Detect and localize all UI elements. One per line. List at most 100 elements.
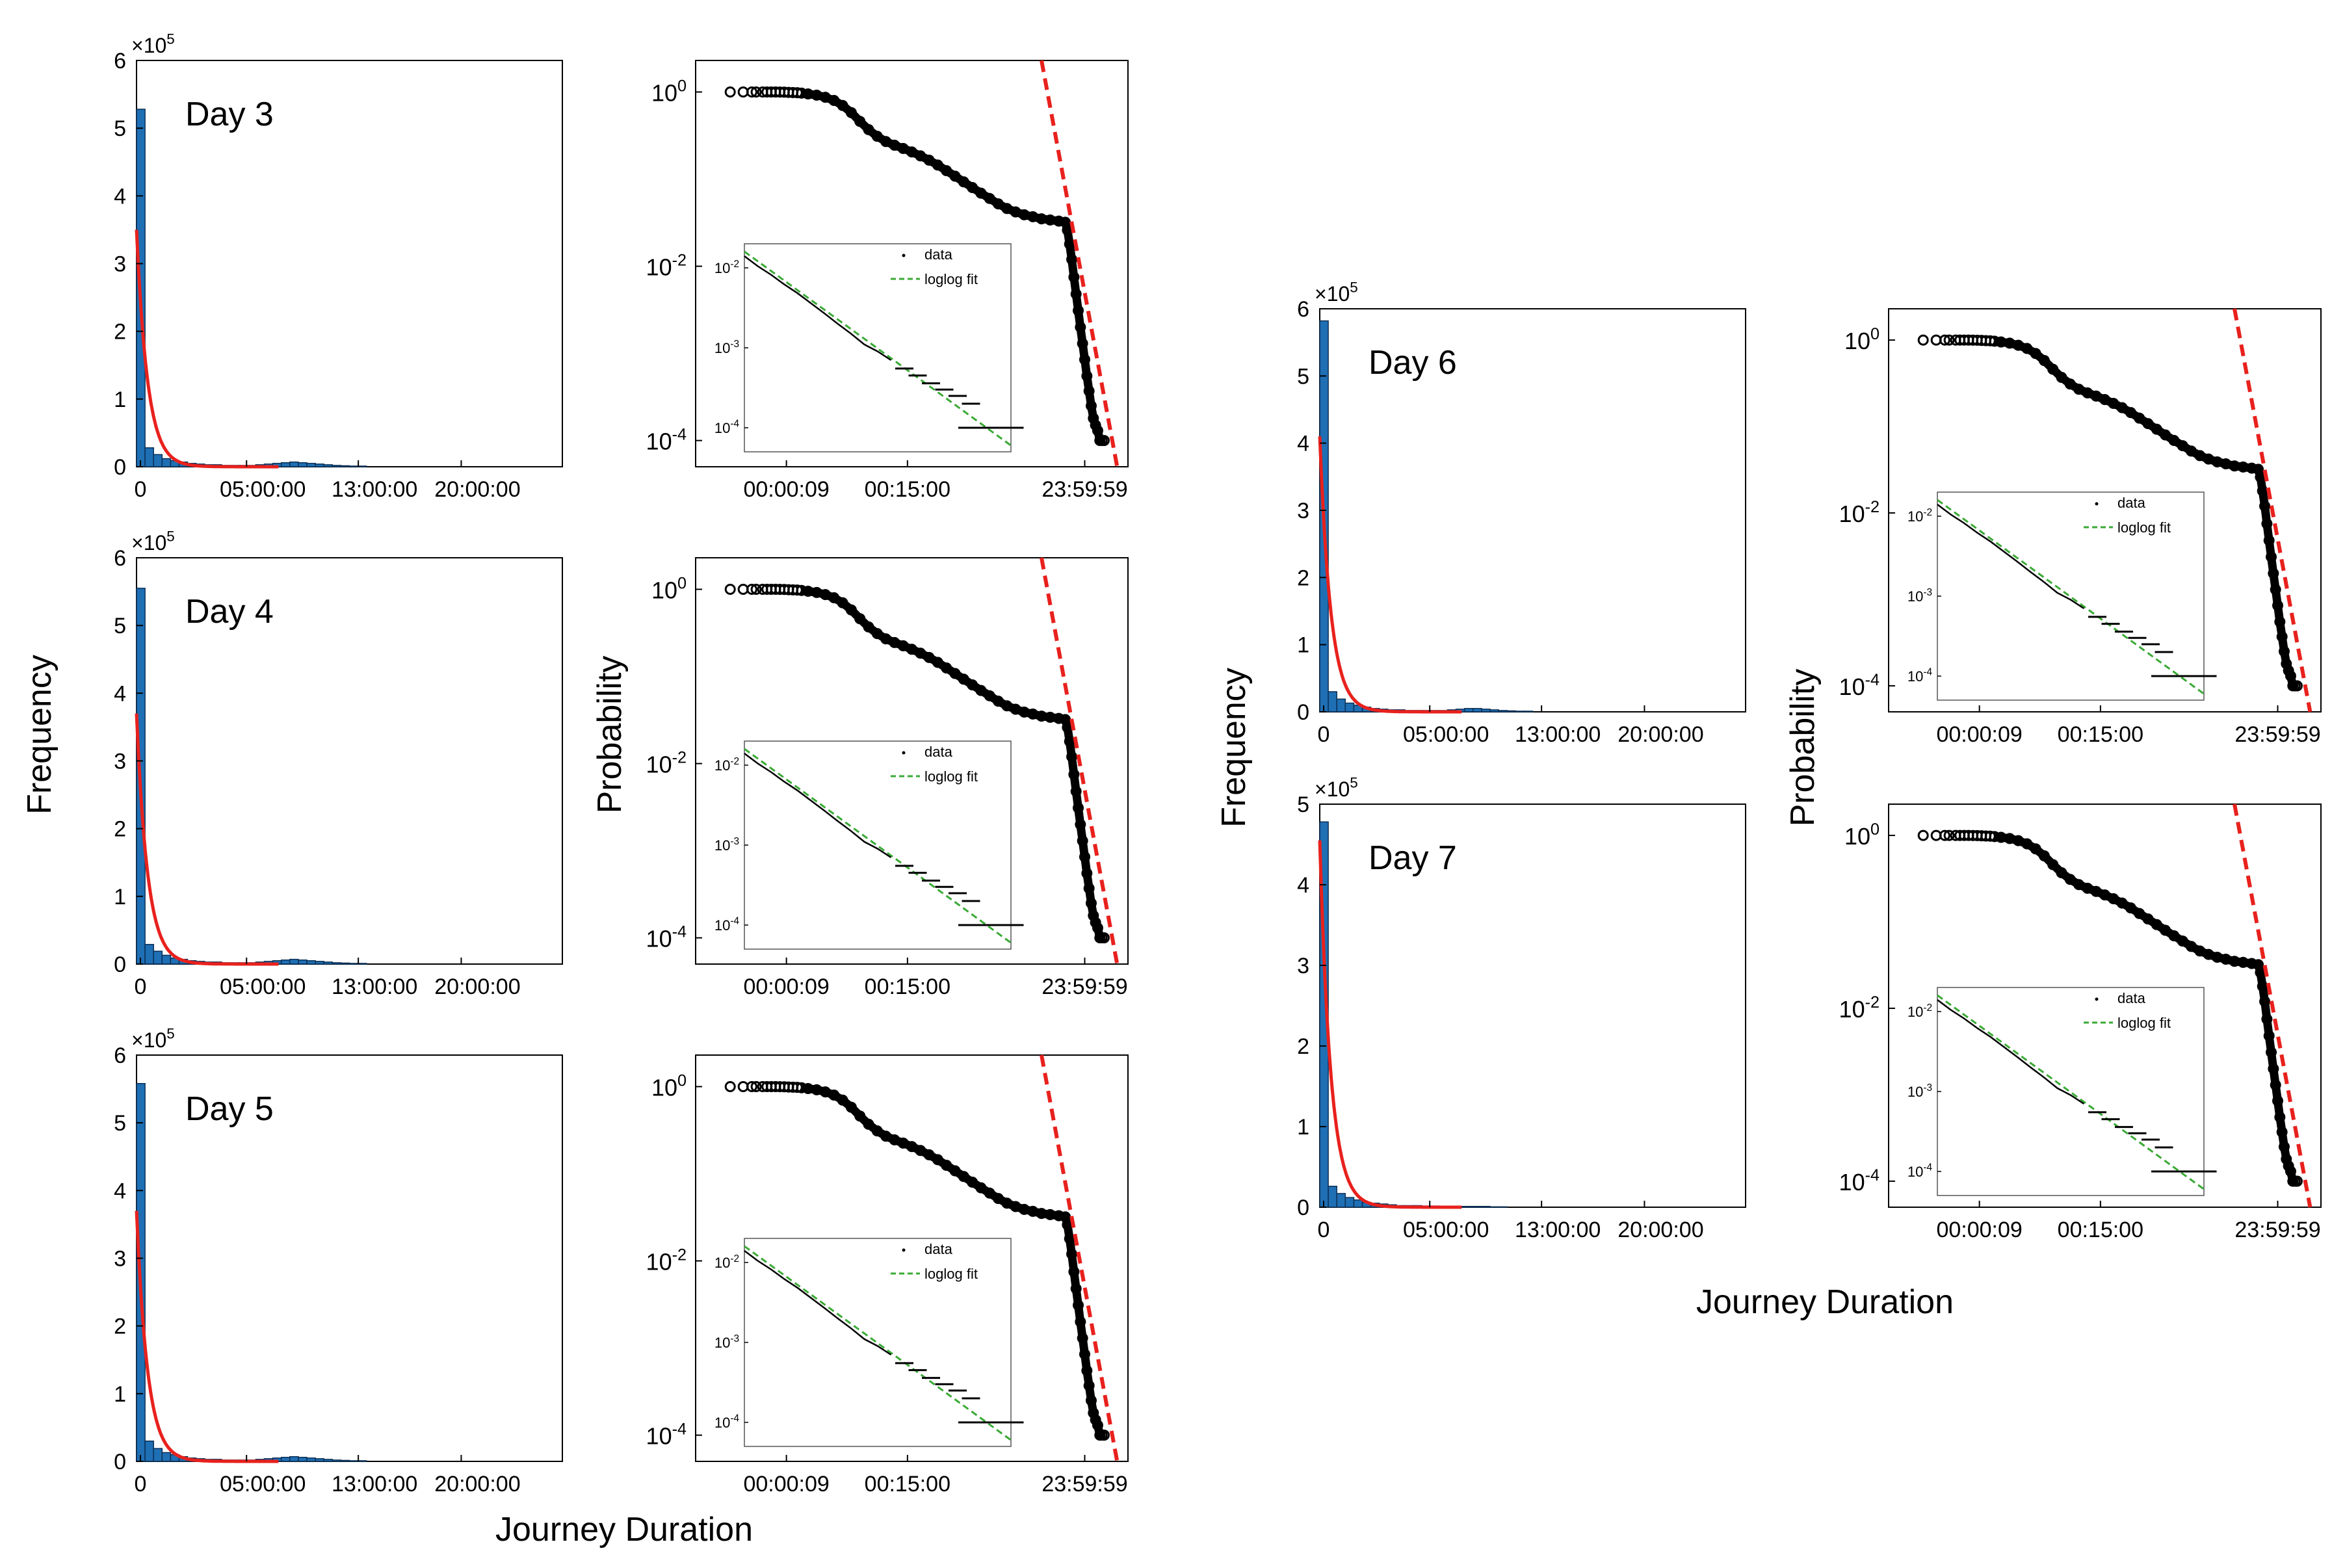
x-tick-label: 05:00:00 <box>220 1472 306 1496</box>
x-tick-label: 23:59:59 <box>2234 722 2320 747</box>
histogram-bar <box>340 465 350 467</box>
y-tick-label: 3 <box>114 750 126 774</box>
y-tick-label: 6 <box>1297 297 1309 322</box>
y-tick-label: 1 <box>1297 1115 1309 1140</box>
histogram-bar <box>161 458 172 467</box>
histogram-bar <box>153 1448 163 1462</box>
y-tick-label: 0 <box>1297 1196 1309 1220</box>
ccdf-point <box>1939 334 1950 346</box>
inset-data-line <box>1937 504 2085 610</box>
y-tick-label: 4 <box>1297 873 1309 898</box>
y-tick-label: 1 <box>114 387 126 412</box>
x-tick-label: 00:15:00 <box>865 974 950 999</box>
y-tick-label: 2 <box>1297 1034 1309 1059</box>
histogram-bar <box>1344 702 1355 712</box>
inset-fit-line <box>744 748 1012 944</box>
frequency-axis-label-left: Frequency <box>21 655 59 815</box>
y-tick-label: 10-2 <box>1839 498 1880 527</box>
x-tick-label: 13:00:00 <box>332 974 417 999</box>
legend-data-marker <box>902 751 906 755</box>
inset-fit-line <box>1937 499 2205 695</box>
ccdf-dense-curve <box>1994 832 2298 1186</box>
legend-fit-label: loglog fit <box>2117 1015 2171 1031</box>
histogram-bar <box>161 1452 172 1462</box>
histogram-bar <box>306 1457 316 1462</box>
y-tick-label: 0 <box>114 952 126 977</box>
histogram-bar <box>298 960 308 965</box>
y-tick-label: 100 <box>1844 820 1880 850</box>
y-tick-label: 0 <box>114 1450 126 1474</box>
exponential-fit-curve <box>135 1210 279 1463</box>
inset-frame <box>1937 491 2205 701</box>
inset-plot: 10-2 10-3 10-4 data loglog fit <box>714 1238 1024 1447</box>
y-multiplier-label: ×105 <box>131 529 175 555</box>
histogram-bar <box>332 465 342 467</box>
inset-y-tick-label: 10-2 <box>1907 507 1932 525</box>
tail-fit-line <box>1040 60 1120 467</box>
y-tick-label: 10-2 <box>646 748 687 777</box>
tail-fit-line <box>1040 557 1120 965</box>
inset-frame <box>1937 987 2205 1196</box>
histogram-bar <box>298 1457 308 1462</box>
day-label: Day 5 <box>185 1090 274 1128</box>
y-tick-label: 1 <box>114 885 126 909</box>
histogram-bar <box>1481 709 1491 712</box>
histogram-bar <box>289 461 299 467</box>
x-tick-label: 05:00:00 <box>1403 722 1489 747</box>
histogram-bar <box>348 963 359 965</box>
ccdf-point <box>750 1080 762 1092</box>
x-tick-label: 0 <box>135 974 147 999</box>
plot-frame <box>136 557 563 965</box>
histogram-bar <box>340 1459 350 1462</box>
histogram-panel-hist-day7: 0 1 2 3 4 5 0 05:00:00 13:00:00 20:00:00 ×105 Day 7 <box>1297 775 1746 1242</box>
plot-frame <box>136 1054 563 1462</box>
tail-fit-line <box>2233 308 2312 712</box>
ccdf-dense-curve <box>1994 337 2298 690</box>
histogram-bar <box>340 962 350 965</box>
inset-data-line <box>1937 999 2085 1105</box>
y-tick-label: 5 <box>114 614 126 638</box>
inset-frame <box>744 243 1012 452</box>
y-tick-label: 10-2 <box>646 251 687 280</box>
legend-fit-label: loglog fit <box>924 1266 978 1282</box>
inset-plot: 10-2 10-3 10-4 data loglog fit <box>714 243 1024 452</box>
histogram-bar <box>1463 708 1474 712</box>
y-tick-label: 5 <box>1297 792 1309 817</box>
inset-y-tick-label: 10-4 <box>714 916 740 934</box>
inset-data-line <box>744 1250 892 1356</box>
histogram-bar <box>315 1458 324 1462</box>
inset-frame <box>744 740 1012 950</box>
histogram-bar <box>161 954 172 965</box>
histogram-bar <box>289 958 299 965</box>
ccdf-point <box>750 583 762 595</box>
legend-data-label: data <box>924 246 953 263</box>
x-tick-label: 13:00:00 <box>1515 1218 1601 1242</box>
y-tick-label: 10-4 <box>1839 671 1880 700</box>
day-label: Day 6 <box>1369 344 1457 382</box>
journey-duration-label-right: Journey Duration <box>1696 1283 1954 1321</box>
x-tick-label: 00:15:00 <box>865 1472 950 1496</box>
exponential-fit-curve <box>135 229 279 469</box>
histogram-bar <box>144 1441 154 1462</box>
x-tick-label: 05:00:00 <box>220 477 306 502</box>
exponential-fit-curve <box>135 713 279 966</box>
day-label: Day 7 <box>1369 839 1457 877</box>
inset-plot: 10-2 10-3 10-4 data loglog fit <box>1907 987 2217 1196</box>
y-tick-label: 1 <box>114 1382 126 1407</box>
legend-data-marker <box>902 1248 906 1252</box>
y-tick-label: 2 <box>114 817 126 842</box>
inset-y-tick-label: 10-4 <box>714 1413 740 1431</box>
inset-y-tick-label: 10-4 <box>1907 1162 1933 1180</box>
y-tick-label: 1 <box>1297 633 1309 658</box>
x-tick-label: 23:59:59 <box>1041 477 1127 502</box>
inset-plot: 10-2 10-3 10-4 data loglog fit <box>714 740 1024 950</box>
histogram-bar <box>323 961 334 965</box>
legend-data-label: data <box>2117 495 2146 511</box>
plot-frame <box>1319 804 1746 1208</box>
x-tick-label: 00:15:00 <box>2058 722 2143 747</box>
x-tick-label: 00:00:09 <box>1936 722 2022 747</box>
